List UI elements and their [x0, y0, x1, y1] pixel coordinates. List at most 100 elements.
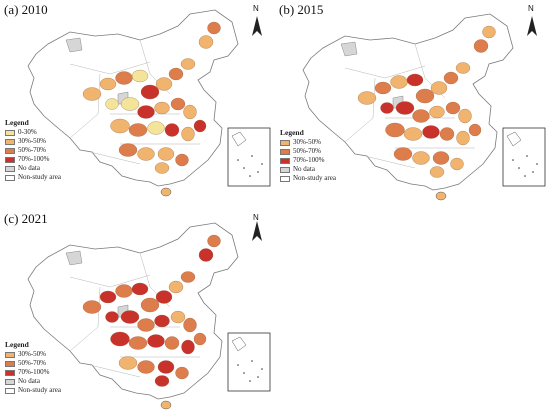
legend-label: 50%-70%	[18, 359, 46, 367]
north-arrow-shape	[252, 221, 262, 241]
legend-row: Non-study area	[5, 173, 61, 182]
legend-swatch	[280, 175, 290, 182]
study-city-region	[403, 127, 423, 141]
north-arrow-icon: N	[528, 4, 534, 13]
north-arrow-icon: N	[253, 4, 259, 13]
legend-swatch	[280, 139, 290, 146]
study-city-region	[482, 25, 496, 39]
inset-coast	[231, 131, 247, 147]
legend-swatch	[280, 166, 290, 173]
province-boundary	[69, 73, 101, 139]
south-china-sea-inset	[502, 127, 546, 187]
study-city-region	[429, 105, 445, 119]
map-group	[27, 9, 239, 197]
study-city-region	[99, 77, 117, 91]
inset-island	[237, 159, 239, 161]
legend-swatch	[5, 369, 15, 376]
inset-island	[257, 376, 259, 378]
study-city-region	[422, 125, 440, 139]
study-city-region	[395, 101, 415, 115]
panel-title: (b) 2015	[279, 2, 324, 17]
study-city-region	[154, 101, 170, 115]
study-city-region	[412, 151, 430, 165]
study-city-region	[164, 336, 180, 350]
inset-island	[536, 163, 538, 165]
inset-island	[257, 171, 259, 173]
china-map-2021	[27, 221, 271, 410]
study-city-region	[170, 310, 186, 324]
legend-swatch	[5, 129, 15, 136]
legend-title: Legend	[5, 118, 29, 127]
study-city-region	[181, 339, 195, 355]
province-boundary	[89, 151, 141, 165]
legend-row: 50%-70%	[5, 146, 61, 155]
study-city-region	[415, 88, 435, 104]
study-city-region	[99, 290, 117, 304]
study-city-region	[193, 332, 207, 346]
map-panel-2015: (b) 2015 N Legend 30%-50% 50%-70% 70%-100%…	[275, 0, 550, 205]
inset-island	[512, 159, 514, 161]
province-boundary	[69, 274, 151, 288]
legend-label: 70%-100%	[293, 156, 325, 164]
north-arrow-shape	[527, 16, 537, 36]
north-arrow-shape	[252, 16, 262, 36]
legend-swatch	[5, 378, 15, 385]
legend-swatch	[280, 157, 290, 164]
hainan-island	[160, 400, 172, 410]
legend-row: 70%-100%	[5, 155, 61, 164]
inset-island	[524, 175, 526, 177]
study-city-region	[155, 77, 173, 91]
study-city-region	[183, 317, 197, 333]
south-china-sea-inset	[227, 332, 271, 392]
study-city-region	[157, 147, 175, 161]
study-city-region	[120, 310, 140, 324]
study-city-region	[183, 104, 197, 120]
study-city-region	[357, 91, 377, 105]
legend-row: 0-30%	[5, 128, 61, 137]
north-arrow-icon: N	[253, 213, 259, 222]
legend-swatch	[5, 165, 15, 172]
legend-row: Non-study area	[5, 386, 61, 395]
legend-label: Non-study area	[18, 173, 61, 181]
no-data-region	[340, 41, 358, 57]
study-city-region	[157, 360, 175, 374]
study-city-region	[458, 108, 472, 124]
inset-island	[249, 175, 251, 177]
study-city-region	[390, 75, 408, 89]
study-city-region	[175, 366, 189, 380]
legend-swatch	[5, 387, 15, 394]
legend-label: 0-30%	[18, 128, 37, 136]
inset-island	[532, 171, 534, 173]
legend-swatch	[5, 351, 15, 358]
panel-title: (c) 2021	[4, 211, 48, 226]
study-city-region	[430, 81, 448, 95]
study-city-region	[207, 21, 221, 35]
map-legend: Legend 30%-50% 50%-70% 70%-100% No data Non-…	[280, 128, 336, 183]
study-city-region	[137, 147, 155, 161]
legend-title: Legend	[280, 128, 304, 137]
study-city-region	[118, 143, 138, 157]
study-city-region	[105, 311, 119, 323]
legend-row: No data	[5, 164, 61, 173]
study-city-region	[439, 127, 455, 141]
legend-label: 70%-100%	[18, 368, 50, 376]
panel-title: (a) 2010	[4, 2, 48, 17]
study-city-region	[128, 123, 148, 137]
study-city-region	[82, 87, 102, 101]
legend-row: Non-study area	[280, 174, 336, 183]
study-city-region	[456, 130, 470, 146]
legend-label: 50%-70%	[18, 146, 46, 154]
china-map-2015	[302, 13, 546, 201]
study-city-region	[155, 290, 173, 304]
hainan-island	[160, 187, 172, 197]
study-city-region	[198, 35, 214, 49]
legend-row: 30%-50%	[5, 137, 61, 146]
legend-row: No data	[280, 165, 336, 174]
study-city-region	[147, 121, 165, 135]
legend-label: Non-study area	[293, 174, 336, 182]
inset-island	[251, 155, 253, 157]
study-city-region	[140, 84, 160, 100]
legend-items: 30%-50% 50%-70% 70%-100% No data Non-study a…	[280, 138, 336, 183]
study-city-region	[450, 157, 464, 171]
legend-swatch	[280, 148, 290, 155]
